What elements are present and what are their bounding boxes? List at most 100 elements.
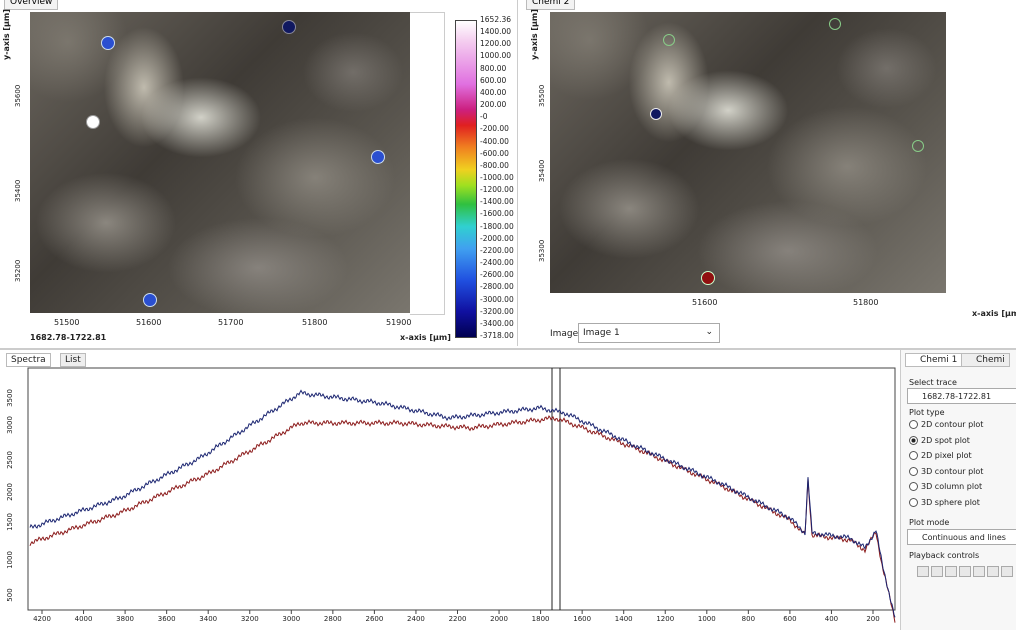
colorbar-label: -200.00 bbox=[480, 124, 509, 134]
chemi2-panel: Chemi 2 y-axis [µm] x-axis [µm] Image: I… bbox=[522, 0, 1016, 346]
y-tick-label: 35200 bbox=[14, 259, 22, 282]
x-tick-label: 2800 bbox=[324, 615, 342, 623]
radio[interactable] bbox=[909, 451, 918, 460]
side-panel: Select trace 1682.78-1722.81 Plot type P… bbox=[900, 350, 1016, 630]
colorbar-label: 800.00 bbox=[480, 63, 507, 73]
x-tick-label: 3400 bbox=[199, 615, 217, 623]
overview-tab[interactable]: Overview bbox=[4, 0, 59, 10]
radio[interactable] bbox=[909, 435, 918, 445]
x-tick-label: 3600 bbox=[158, 615, 176, 623]
plot-type-option[interactable]: 3D sphere plot bbox=[909, 497, 980, 507]
x-tick-label: 400 bbox=[825, 615, 838, 623]
plot-type-option[interactable]: 2D contour plot bbox=[909, 420, 983, 429]
y-tick-label: 3500 bbox=[6, 389, 14, 407]
colorbar-label: 1000.00 bbox=[480, 51, 512, 61]
playback-button[interactable] bbox=[987, 566, 999, 577]
x-tick-label: 3200 bbox=[241, 615, 259, 623]
plot-type-option[interactable]: 2D spot plot bbox=[909, 435, 970, 445]
colorbar-label: 1200.00 bbox=[480, 39, 512, 49]
trace-select[interactable]: 1682.78-1722.81 bbox=[907, 388, 1016, 404]
playback-button[interactable] bbox=[959, 566, 971, 577]
colorbar-label: 200.00 bbox=[480, 100, 507, 110]
spot[interactable] bbox=[143, 293, 157, 307]
chemi-tab[interactable]: Chemi bbox=[961, 353, 1010, 367]
x-tick-label: 51800 bbox=[302, 318, 328, 327]
mode-value: Continuous and lines bbox=[922, 533, 1006, 542]
x-tick-label: 51700 bbox=[218, 318, 244, 327]
colorbar-label: -0 bbox=[480, 112, 488, 122]
playback-button[interactable] bbox=[1001, 566, 1013, 577]
radio[interactable] bbox=[909, 466, 918, 476]
playback-button[interactable] bbox=[945, 566, 957, 577]
overview-panel: Overview y-axis [µm] x-axis [µm] 1682.78… bbox=[0, 0, 518, 346]
colorbar-label: -2600.00 bbox=[480, 270, 514, 280]
spot[interactable] bbox=[829, 18, 841, 30]
plot-type-option[interactable]: 3D contour plot bbox=[909, 466, 983, 476]
colorbar-label: 1400.00 bbox=[480, 27, 512, 37]
colorbar-label: -3000.00 bbox=[480, 294, 514, 304]
spot[interactable] bbox=[663, 34, 675, 46]
colorbar-label: -1400.00 bbox=[480, 197, 514, 207]
radio[interactable] bbox=[909, 420, 918, 429]
dropdown-arrow: ⌄ bbox=[705, 327, 713, 337]
spectra-tab[interactable]: Spectra bbox=[6, 353, 51, 367]
y-tick-label: 2000 bbox=[6, 483, 14, 501]
y-tick-label: 1500 bbox=[6, 513, 14, 531]
image-label: Image: bbox=[550, 329, 582, 339]
spot[interactable] bbox=[101, 36, 115, 50]
playback-button[interactable] bbox=[917, 566, 929, 577]
colorbar-label: 1652.36 bbox=[480, 15, 512, 24]
colorbar-label: -2800.00 bbox=[480, 282, 514, 292]
section-label: Playback controls bbox=[909, 551, 980, 560]
colorbar-label: -2400.00 bbox=[480, 258, 514, 268]
chemi2-tab[interactable]: Chemi 2 bbox=[526, 0, 576, 10]
microscope-image bbox=[550, 12, 946, 293]
spectra-tab[interactable]: List bbox=[60, 353, 86, 367]
colorbar-label: -3400.00 bbox=[480, 318, 514, 328]
x-tick-label: 4200 bbox=[33, 615, 51, 623]
colorbar-label: 400.00 bbox=[480, 87, 507, 97]
chemi-tab[interactable]: Chemi 1 bbox=[905, 353, 963, 367]
spot[interactable] bbox=[701, 271, 715, 285]
colorbar-label: -1200.00 bbox=[480, 185, 514, 195]
spot[interactable] bbox=[371, 150, 385, 164]
x-axis-label: x-axis [µm] bbox=[972, 309, 1016, 318]
x-tick-label: 2200 bbox=[449, 615, 467, 623]
colorbar-label: -2000.00 bbox=[480, 233, 514, 243]
x-tick-label: 1800 bbox=[532, 615, 550, 623]
colorbar-label: -600.00 bbox=[480, 148, 509, 158]
x-tick-label: 1200 bbox=[656, 615, 674, 623]
splitter bbox=[0, 348, 1016, 350]
x-tick-label: 800 bbox=[742, 615, 755, 623]
spot[interactable] bbox=[86, 115, 100, 129]
mode-select[interactable]: Continuous and lines bbox=[907, 529, 1016, 545]
image-select[interactable]: Image 1 ⌄ bbox=[578, 323, 720, 343]
y-tick-label: 2500 bbox=[6, 451, 14, 469]
y-tick-label: 500 bbox=[6, 588, 14, 601]
spot[interactable] bbox=[912, 140, 924, 152]
radio[interactable] bbox=[909, 497, 918, 507]
playback-button[interactable] bbox=[931, 566, 943, 577]
colorbar-label: -3200.00 bbox=[480, 306, 514, 316]
spot[interactable] bbox=[282, 20, 296, 34]
plot-type-option[interactable]: 2D pixel plot bbox=[909, 451, 972, 460]
x-tick-label: 2400 bbox=[407, 615, 425, 623]
y-tick-label: 3000 bbox=[6, 416, 14, 434]
plot-type-option[interactable]: 3D column plot bbox=[909, 482, 982, 491]
trace-label: 1682.78-1722.81 bbox=[30, 333, 107, 342]
x-tick-label: 1600 bbox=[573, 615, 591, 623]
spot[interactable] bbox=[650, 108, 662, 120]
radio[interactable] bbox=[909, 482, 918, 491]
trace-value: 1682.78-1722.81 bbox=[922, 392, 992, 401]
x-tick-label: 51600 bbox=[136, 318, 162, 327]
x-tick-label: 51500 bbox=[54, 318, 80, 327]
x-tick-label: 3000 bbox=[282, 615, 300, 623]
x-tick-label: 2600 bbox=[365, 615, 383, 623]
colorbar-label: -3718.00 bbox=[480, 331, 514, 340]
y-tick-label: 35600 bbox=[14, 84, 22, 107]
playback-button[interactable] bbox=[973, 566, 985, 577]
x-tick-label: 200 bbox=[866, 615, 879, 623]
x-tick-label: 51900 bbox=[386, 318, 412, 327]
section-label: Plot mode bbox=[909, 518, 950, 527]
